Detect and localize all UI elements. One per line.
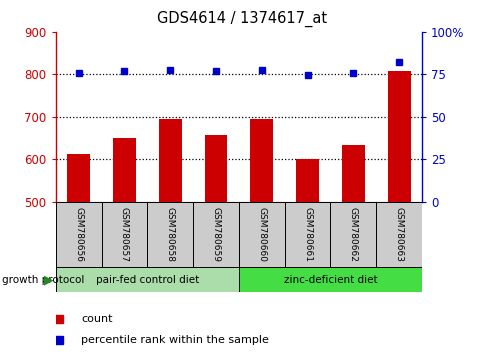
Bar [193,202,238,269]
Text: GSM780659: GSM780659 [211,207,220,262]
Bar [376,202,421,269]
Bar [56,202,101,269]
Text: GSM780658: GSM780658 [166,207,174,262]
Bar [295,159,318,202]
Text: zinc-deficient diet: zinc-deficient diet [283,275,377,285]
Text: GSM780657: GSM780657 [120,207,129,262]
Bar [56,267,238,292]
Bar [147,202,193,269]
Text: GSM780661: GSM780661 [302,207,311,262]
Text: GSM780660: GSM780660 [257,207,266,262]
Text: GSM780662: GSM780662 [348,207,357,262]
Bar [238,202,284,269]
Bar [387,71,409,202]
Bar [67,154,90,202]
Text: growth protocol: growth protocol [2,275,85,285]
Text: GSM780656: GSM780656 [74,207,83,262]
Text: GSM780663: GSM780663 [394,207,403,262]
Text: count: count [81,314,113,324]
Text: ▶: ▶ [44,273,53,286]
Bar [101,202,147,269]
Text: percentile rank within the sample: percentile rank within the sample [81,335,269,345]
Bar [341,145,364,202]
Bar [113,138,136,202]
Bar [204,135,227,202]
Bar [158,119,182,202]
Bar [284,202,330,269]
Bar [250,119,272,202]
Bar [330,202,376,269]
Text: pair-fed control diet: pair-fed control diet [95,275,198,285]
Bar [238,267,421,292]
Text: GDS4614 / 1374617_at: GDS4614 / 1374617_at [157,11,327,27]
